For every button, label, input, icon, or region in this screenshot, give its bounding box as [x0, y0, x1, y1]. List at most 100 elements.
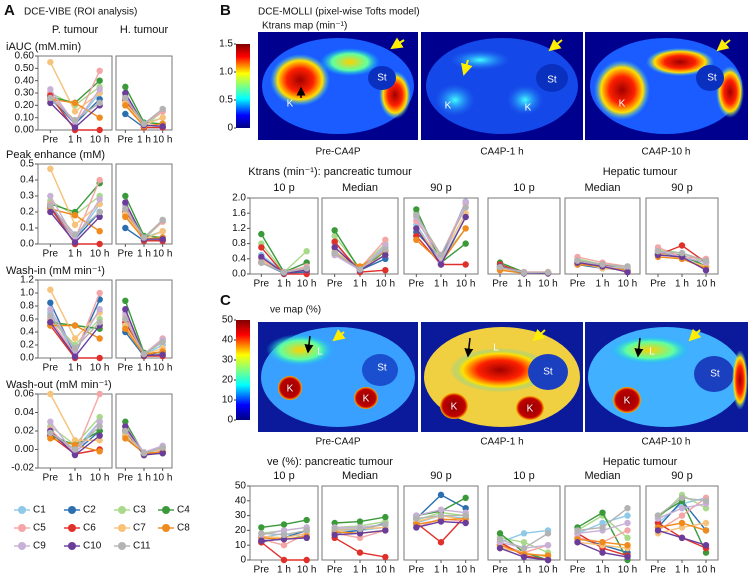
data-point	[702, 542, 710, 549]
y-tick-label: 0.0	[20, 353, 34, 364]
image-caption: CA4P-1 h	[480, 437, 523, 448]
data-point	[331, 519, 338, 527]
data-point	[47, 94, 54, 102]
x-tick-label: 10 h	[618, 279, 637, 290]
x-tick-label: Pre	[409, 279, 425, 290]
data-point	[599, 261, 606, 268]
data-point	[520, 539, 528, 546]
data-point	[356, 549, 364, 556]
legend-marker	[118, 542, 126, 550]
data-point	[462, 240, 469, 247]
data-point	[574, 527, 581, 534]
chart-title: 10 p	[273, 470, 294, 482]
data-point	[654, 512, 662, 519]
x-tick-label: 1 h	[675, 279, 689, 290]
image-label: K	[445, 101, 452, 112]
data-point	[678, 505, 686, 512]
data-point	[280, 542, 288, 549]
data-point	[331, 244, 338, 251]
data-point	[331, 249, 338, 257]
data-point	[71, 124, 79, 131]
data-point	[574, 539, 581, 546]
legend-marker	[18, 542, 26, 550]
data-point	[140, 450, 148, 457]
data-point	[96, 319, 103, 326]
data-point	[303, 556, 310, 564]
data-point	[702, 497, 710, 504]
data-point	[71, 108, 79, 115]
data-point	[47, 418, 54, 425]
data-point	[96, 240, 103, 248]
data-point	[654, 527, 662, 534]
x-tick-label: 1 h	[277, 279, 291, 290]
x-tick-label: 10 h	[153, 135, 172, 146]
data-point	[280, 269, 288, 276]
data-point	[96, 86, 103, 93]
x-tick-label: Pre	[254, 279, 270, 290]
data-point	[678, 242, 686, 249]
x-tick-label: Pre	[43, 473, 59, 484]
data-point	[122, 435, 129, 442]
data-point	[71, 345, 79, 352]
y-tick-label: 50	[235, 481, 247, 492]
data-point	[382, 521, 389, 528]
chart-title: Median	[342, 182, 378, 194]
data-point	[624, 505, 631, 512]
data-point	[303, 265, 310, 272]
y-axis-label: Peak enhance (mM)	[6, 149, 105, 161]
data-point	[599, 549, 606, 556]
chart-title: 90 p	[671, 470, 692, 482]
x-tick-label: Pre	[650, 565, 666, 576]
data-point	[413, 524, 420, 531]
data-point	[122, 423, 129, 430]
chart-title: Median	[584, 470, 620, 482]
data-point	[159, 114, 166, 121]
x-tick-label: 1 h	[137, 135, 151, 146]
data-point	[520, 269, 528, 277]
data-point	[71, 239, 79, 246]
image-label: K	[527, 404, 534, 415]
colorbar	[236, 44, 250, 128]
legend-label: C7	[133, 523, 146, 534]
data-point	[702, 519, 710, 527]
data-point	[624, 263, 631, 270]
data-point	[678, 524, 686, 531]
data-point	[122, 199, 129, 206]
x-tick-label: Pre	[650, 279, 666, 290]
data-point	[356, 534, 364, 541]
data-point	[462, 213, 469, 221]
y-tick-label: 2.0	[232, 193, 246, 204]
data-point	[122, 192, 129, 200]
image-label: L	[317, 347, 323, 358]
data-point	[96, 228, 103, 235]
image-caption: CA4P-10 h	[642, 437, 691, 448]
y-tick-label: 0	[240, 555, 246, 566]
data-point	[47, 165, 54, 172]
data-point	[356, 525, 364, 533]
legend-marker	[68, 542, 76, 550]
data-point	[96, 335, 103, 342]
group-title: Hepatic tumour	[603, 456, 678, 468]
y-tick-label: 0.2	[20, 207, 34, 218]
data-point	[437, 261, 445, 268]
x-tick-label: 1 h	[137, 363, 151, 374]
data-point	[599, 539, 606, 546]
y-axis-label: Wash-out (mM min⁻¹)	[6, 379, 112, 391]
x-tick-label: 10 h	[456, 565, 475, 576]
data-point	[437, 518, 445, 525]
colorbar-tick-label: 30	[222, 355, 234, 366]
data-point	[71, 116, 79, 124]
data-point	[47, 435, 54, 442]
x-tick-label: Pre	[43, 249, 59, 260]
data-point	[96, 354, 103, 362]
data-point	[96, 448, 103, 455]
data-point	[303, 527, 310, 534]
data-point	[654, 519, 662, 527]
image-caption: CA4P-10 h	[642, 147, 691, 158]
x-tick-label: 10 h	[153, 249, 172, 260]
data-point	[96, 67, 103, 75]
data-point	[496, 263, 504, 271]
data-point	[624, 519, 631, 527]
legend-label: C10	[83, 541, 102, 552]
x-tick-label: 10 h	[456, 279, 475, 290]
